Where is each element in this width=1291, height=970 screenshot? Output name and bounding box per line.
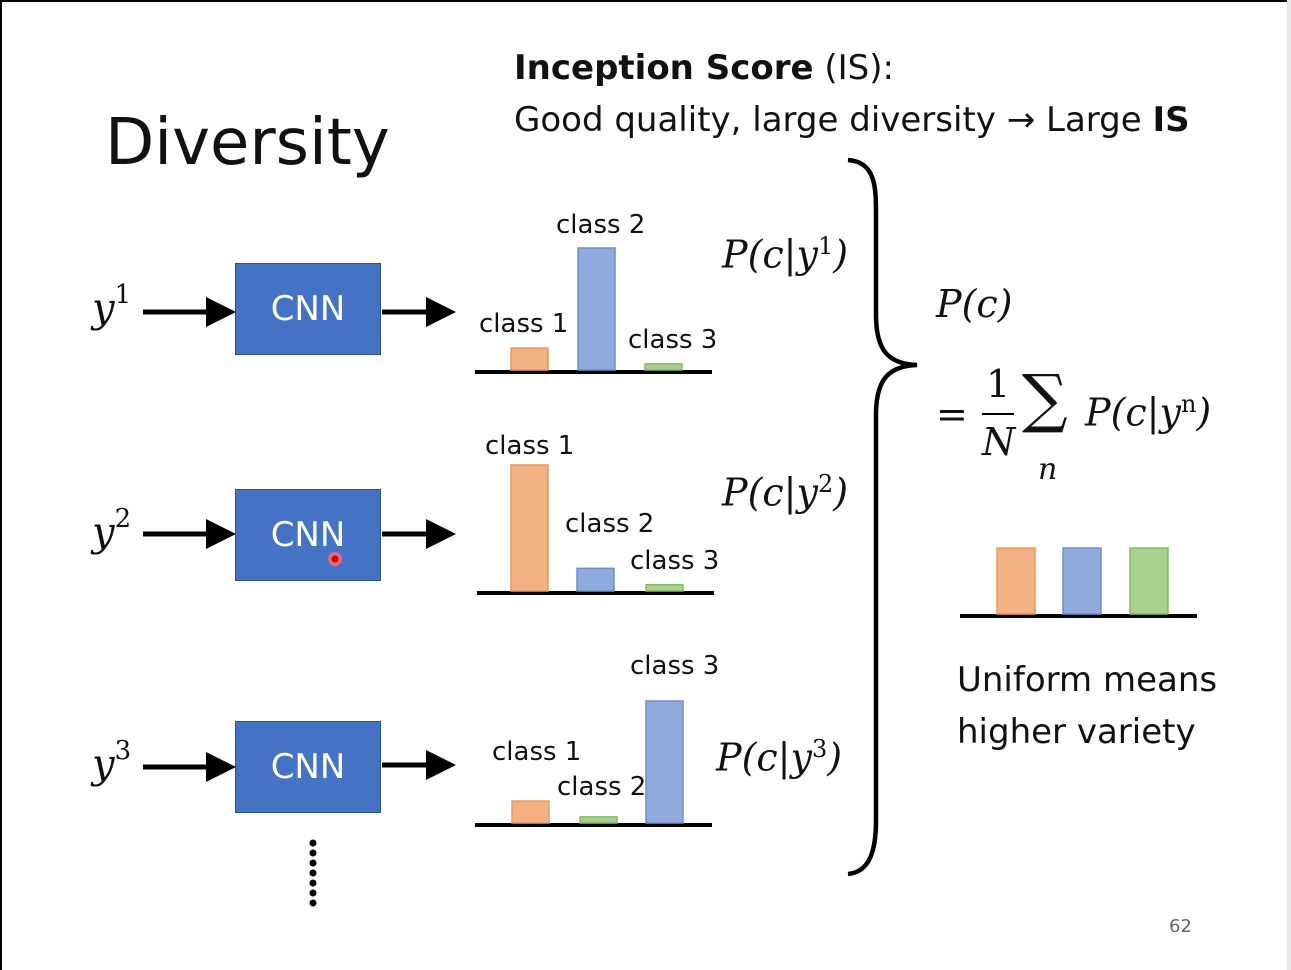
continuation-dots (309, 839, 317, 907)
row3-bar-label-class1: class 1 (492, 737, 582, 767)
heading-bold: Inception Score (514, 48, 814, 88)
bars-layer (510, 247, 1169, 824)
subheading-text: Good quality, large diversity → Large (514, 100, 1153, 140)
row1-bar-label-class2: class 2 (556, 210, 646, 240)
top-border (0, 0, 1291, 2)
marginal-bar-3 (1129, 547, 1169, 615)
right-edge-strip (1287, 0, 1291, 970)
marginal-bar-2 (1062, 547, 1102, 615)
marginal-pc-label: P(c) (936, 282, 1013, 326)
row2-bar-1 (510, 464, 549, 592)
subheading-bold: IS (1152, 100, 1190, 140)
prob-label-y2: P(c|y2) (722, 470, 849, 515)
sum-symbol: ∑ (1022, 362, 1068, 436)
row1-bar-3 (644, 363, 683, 371)
row3-bar-1 (511, 800, 550, 824)
inception-score-heading: Inception Score (IS): (514, 48, 894, 88)
equals-sign: = (936, 392, 968, 436)
fraction-numerator: 1 (986, 362, 1011, 406)
inception-score-subheading: Good quality, large diversity → Large IS (514, 100, 1190, 140)
input-y2-label: y2 (92, 504, 132, 556)
right-brace (847, 157, 918, 877)
row1-bar-label-class1: class 1 (479, 309, 569, 339)
note-line-1: Uniform means (957, 660, 1218, 700)
row1-bar-2 (577, 247, 616, 371)
page-number: 62 (1169, 916, 1192, 937)
slide-title: Diversity (105, 106, 390, 180)
row3-bar-3 (645, 700, 684, 824)
row1-bar-1 (510, 347, 549, 371)
row2-bar-3 (645, 583, 684, 592)
prob-label-y1: P(c|y1) (722, 232, 849, 277)
cnn-box-2: CNN (235, 489, 381, 581)
row2-bar-label-class3: class 3 (630, 546, 720, 576)
row2-bar-label-class1: class 1 (485, 431, 575, 461)
uniform-note: Uniform means higher variety (957, 654, 1217, 758)
sum-term: P(c|yn) (1085, 390, 1212, 435)
marginal-bar-1 (996, 547, 1036, 615)
row1-bar-label-class3: class 3 (628, 325, 718, 355)
input-y3-label: y3 (92, 736, 132, 788)
prob-label-y3: P(c|y3) (716, 735, 843, 780)
sum-index: n (1038, 452, 1058, 487)
note-line-2: higher variety (957, 712, 1196, 752)
row2-bar-label-class2: class 2 (565, 509, 655, 539)
row2-bar-2 (576, 567, 615, 592)
heading-rest: (IS): (813, 48, 894, 88)
row3-bar-label-class3: class 3 (630, 651, 720, 681)
input-y1-label: y1 (92, 280, 132, 332)
left-border (0, 0, 2, 970)
row3-bar-2 (579, 816, 618, 824)
row3-bar-label-class2: class 2 (557, 772, 647, 802)
cnn-box-3: CNN (235, 721, 381, 813)
fraction-denominator: N (982, 420, 1016, 464)
cursor-pointer-icon (328, 552, 342, 566)
cnn-box-1: CNN (235, 263, 381, 355)
